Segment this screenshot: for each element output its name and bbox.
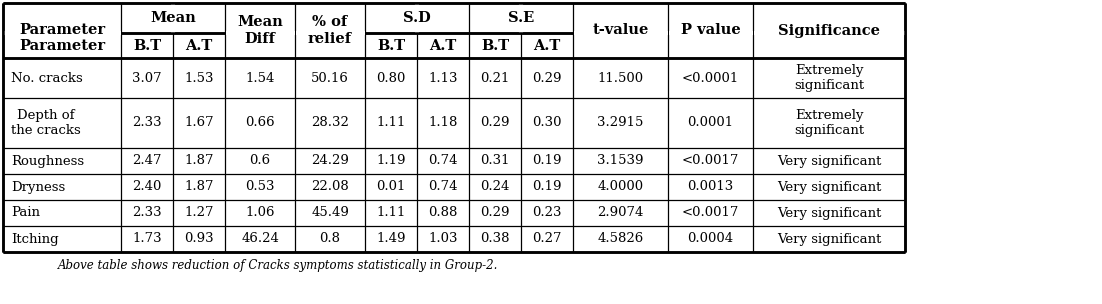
Text: 0.8: 0.8: [320, 233, 341, 246]
Text: B.T: B.T: [480, 39, 509, 53]
Text: 0.0004: 0.0004: [688, 233, 734, 246]
Text: 28.32: 28.32: [311, 116, 349, 130]
Text: 1.11: 1.11: [376, 206, 406, 219]
Text: 1.49: 1.49: [376, 233, 406, 246]
Text: A.T: A.T: [430, 39, 456, 53]
Text: Mean: Mean: [150, 11, 196, 25]
Text: 0.29: 0.29: [480, 206, 510, 219]
Text: 4.5826: 4.5826: [597, 233, 644, 246]
Text: 2.40: 2.40: [132, 181, 162, 194]
Text: 4.0000: 4.0000: [597, 181, 644, 194]
Text: 0.01: 0.01: [376, 181, 406, 194]
Text: 0.38: 0.38: [480, 233, 510, 246]
Text: 0.93: 0.93: [184, 233, 214, 246]
Text: 1.18: 1.18: [429, 116, 457, 130]
Text: 0.53: 0.53: [246, 181, 274, 194]
Text: Very significant: Very significant: [777, 154, 882, 168]
Text: 1.27: 1.27: [184, 206, 214, 219]
Text: <0.0001: <0.0001: [682, 71, 739, 85]
Text: 1.11: 1.11: [376, 116, 406, 130]
Text: Significance: Significance: [778, 23, 880, 37]
Text: 0.23: 0.23: [532, 206, 562, 219]
Text: Itching: Itching: [11, 233, 58, 246]
Text: No. cracks: No. cracks: [11, 71, 83, 85]
Text: 22.08: 22.08: [311, 181, 349, 194]
Text: 2.33: 2.33: [132, 116, 162, 130]
Text: 50.16: 50.16: [311, 71, 349, 85]
Text: <0.0017: <0.0017: [682, 206, 739, 219]
Text: 2.47: 2.47: [132, 154, 162, 168]
Text: 0.29: 0.29: [480, 116, 510, 130]
Text: 45.49: 45.49: [311, 206, 349, 219]
Text: 0.30: 0.30: [532, 116, 562, 130]
Text: 1.87: 1.87: [184, 154, 214, 168]
Text: 0.74: 0.74: [429, 154, 457, 168]
Text: 0.66: 0.66: [245, 116, 274, 130]
Text: 1.73: 1.73: [132, 233, 162, 246]
Text: 2.33: 2.33: [132, 206, 162, 219]
Text: 0.74: 0.74: [429, 181, 457, 194]
Text: 46.24: 46.24: [241, 233, 279, 246]
Text: <0.0017: <0.0017: [682, 154, 739, 168]
Text: % of
relief: % of relief: [307, 16, 352, 46]
Text: 1.87: 1.87: [184, 181, 214, 194]
Text: B.T: B.T: [377, 39, 406, 53]
Text: 0.19: 0.19: [532, 154, 562, 168]
Text: 0.0001: 0.0001: [688, 116, 734, 130]
Text: 1.67: 1.67: [184, 116, 214, 130]
Text: Very significant: Very significant: [777, 181, 882, 194]
Text: S.E: S.E: [508, 11, 534, 25]
Text: Roughness: Roughness: [11, 154, 84, 168]
Text: 0.31: 0.31: [480, 154, 510, 168]
Text: 1.54: 1.54: [246, 71, 274, 85]
Text: 1.13: 1.13: [429, 71, 457, 85]
Text: 3.07: 3.07: [132, 71, 162, 85]
Text: Parameter: Parameter: [19, 23, 105, 37]
Text: 3.2915: 3.2915: [597, 116, 644, 130]
Text: Very significant: Very significant: [777, 233, 882, 246]
Text: 24.29: 24.29: [311, 154, 349, 168]
Text: 0.0013: 0.0013: [688, 181, 734, 194]
Text: 0.21: 0.21: [480, 71, 510, 85]
Text: 0.88: 0.88: [429, 206, 457, 219]
Text: 0.29: 0.29: [532, 71, 562, 85]
Text: 1.06: 1.06: [246, 206, 274, 219]
Text: 0.80: 0.80: [376, 71, 406, 85]
Text: Depth of
the cracks: Depth of the cracks: [11, 109, 80, 137]
Text: 0.19: 0.19: [532, 181, 562, 194]
Text: Parameter: Parameter: [19, 39, 105, 53]
Text: P value: P value: [681, 23, 741, 37]
Text: Pain: Pain: [11, 206, 40, 219]
Text: Extremely
significant: Extremely significant: [793, 109, 864, 137]
Text: 0.6: 0.6: [249, 154, 271, 168]
Text: A.T: A.T: [185, 39, 213, 53]
Text: S.D: S.D: [403, 11, 431, 25]
Text: A.T: A.T: [533, 39, 561, 53]
Text: Extremely
significant: Extremely significant: [793, 64, 864, 92]
Text: 1.19: 1.19: [376, 154, 406, 168]
Text: 0.24: 0.24: [480, 181, 510, 194]
Text: Very significant: Very significant: [777, 206, 882, 219]
Text: 2.9074: 2.9074: [597, 206, 644, 219]
Text: Above table shows reduction of Cracks symptoms statistically in Group-2.: Above table shows reduction of Cracks sy…: [58, 260, 498, 272]
Text: 3.1539: 3.1539: [597, 154, 644, 168]
Text: 11.500: 11.500: [597, 71, 644, 85]
Text: t-value: t-value: [592, 23, 649, 37]
Text: B.T: B.T: [133, 39, 161, 53]
Text: Mean
Diff: Mean Diff: [237, 16, 283, 46]
Text: 1.53: 1.53: [184, 71, 214, 85]
Text: Dryness: Dryness: [11, 181, 65, 194]
Text: 0.27: 0.27: [532, 233, 562, 246]
Text: 1.03: 1.03: [429, 233, 457, 246]
